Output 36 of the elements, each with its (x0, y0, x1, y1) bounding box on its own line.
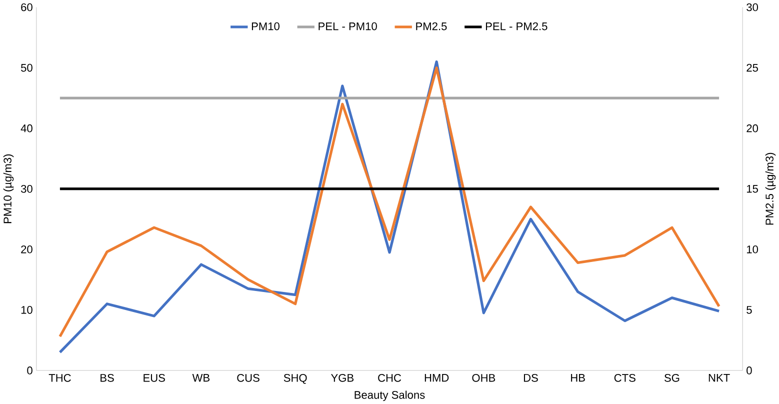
y2-axis-title: PM2.5 (µg/m3) (765, 152, 776, 224)
x-tick-label: SHQ (284, 374, 307, 384)
y2-tick-label: 10 (746, 245, 758, 254)
x-tick-label: HB (571, 374, 585, 382)
y-axis-title: PM10 (µg/m3) (3, 154, 14, 223)
x-tick-label: OHB (472, 374, 496, 382)
x-tick-label: NKT (708, 374, 730, 382)
x-tick-label: CHC (378, 374, 402, 382)
y-tick-label: 20 (21, 245, 32, 254)
x-axis-title: Beauty Salons (354, 390, 425, 401)
y-tick-label: 40 (20, 124, 32, 132)
x-tick-label: SG (664, 374, 680, 382)
y-tick-label: 30 (20, 184, 32, 193)
x-tick-label: EUS (144, 374, 165, 382)
y-tick-label: 50 (21, 64, 32, 72)
y2-tick-label: 30 (746, 3, 758, 12)
x-tick-label: THC (48, 374, 71, 382)
y2-tick-label: 25 (746, 64, 758, 72)
y2-tick-label: 20 (746, 124, 758, 132)
legend-label: PEL - PM10 (318, 22, 377, 30)
x-tick-label: DS (524, 374, 538, 382)
x-tick-label: BS (100, 374, 114, 382)
x-tick-label: CUS (237, 374, 260, 382)
legend-label: PM2.5 (416, 22, 447, 30)
y2-tick-label: 0 (746, 366, 752, 374)
y-tick-label: 0 (27, 366, 32, 374)
y2-tick-label: 5 (746, 306, 752, 314)
x-tick-label: HMD (424, 374, 449, 382)
y-tick-label: 10 (21, 306, 32, 314)
y-tick-label: 60 (21, 3, 32, 12)
legend-label: PEL - PM2.5 (486, 22, 548, 30)
legend-label: PM10 (252, 22, 280, 30)
x-tick-label: CTS (614, 374, 636, 382)
x-tick-label: YGB (330, 374, 354, 382)
y2-tick-label: 15 (746, 184, 758, 193)
x-tick-label: WB (192, 374, 210, 382)
